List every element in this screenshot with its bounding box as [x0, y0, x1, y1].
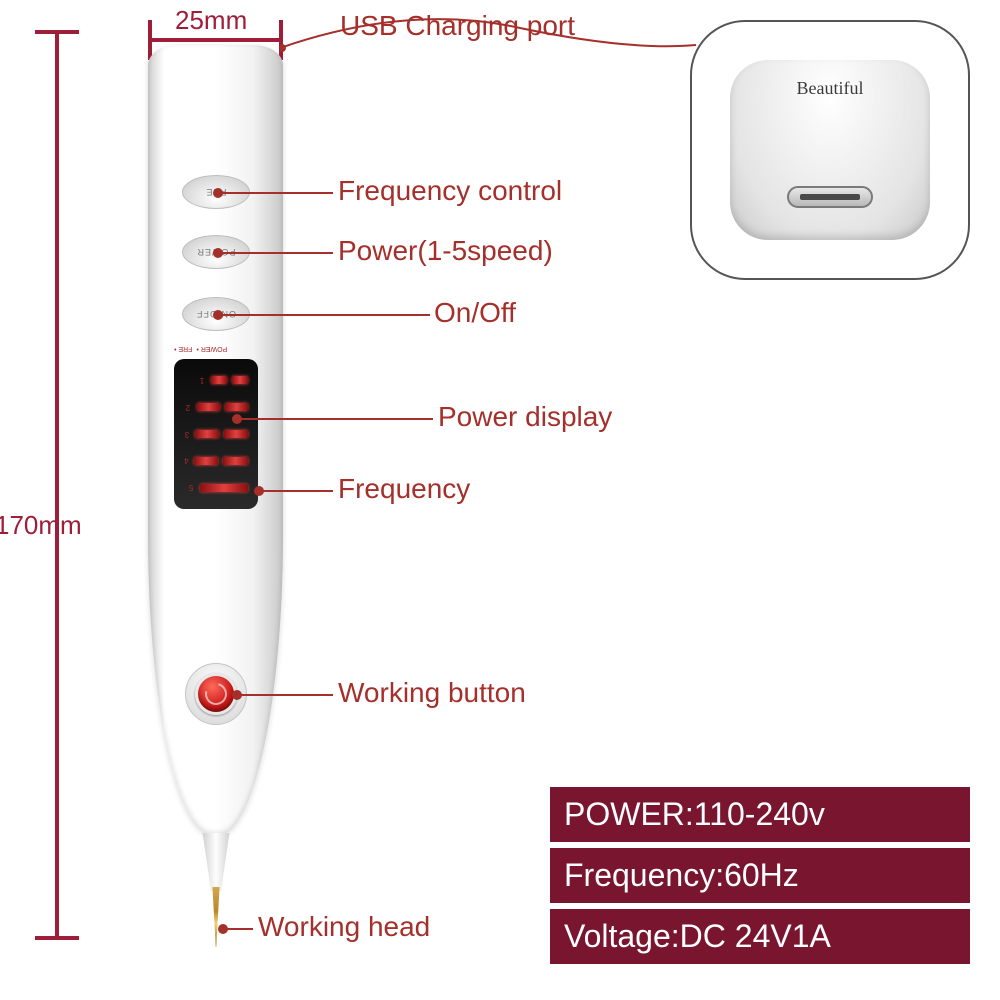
power-led-bar	[224, 430, 248, 438]
display-row: 2	[184, 400, 248, 414]
fre-led-bar	[197, 403, 220, 411]
power-led-bar	[232, 376, 248, 384]
display-row: 3	[184, 427, 248, 441]
frequency-label: Frequency	[338, 473, 470, 505]
height-dimension-label: 170mm	[0, 510, 82, 541]
height-dimension-line	[55, 30, 59, 940]
pen-needle	[210, 887, 222, 947]
spec-power: POWER:110-240v	[550, 787, 970, 842]
display-small-labels: POWER • FRE •	[174, 345, 258, 352]
display-label-fre: FRE •	[174, 345, 192, 352]
working-button[interactable]	[195, 673, 237, 715]
usb-inset: Beautiful	[690, 20, 970, 280]
power-led-bar	[225, 403, 248, 411]
display-row-number: 1	[198, 376, 206, 385]
display-row: 1	[184, 373, 248, 387]
frequency-leader	[259, 490, 333, 492]
power_display-leader	[237, 418, 433, 420]
usb-port-icon	[787, 186, 873, 208]
pen-device: FRE POWER ON/OFF 12345 POWER • FRE •	[148, 45, 283, 945]
freq_control-leader	[218, 192, 333, 194]
display-row-number: 5	[187, 483, 195, 492]
display-row: 5	[184, 481, 248, 495]
spec-voltage: Voltage:DC 24V1A	[550, 909, 970, 964]
width-dimension-line	[148, 38, 283, 42]
on_off-leader	[218, 314, 430, 316]
spec-frequency: Frequency:60Hz	[550, 848, 970, 903]
fre-led-bar	[211, 376, 227, 384]
usb_port-label: USB Charging port	[340, 10, 575, 42]
display-row-number: 2	[184, 403, 192, 412]
power-led-bar	[223, 457, 248, 465]
power-led-bar	[200, 484, 248, 492]
fre-led-bar	[194, 457, 219, 465]
working_button-label: Working button	[338, 677, 526, 709]
power_speed-leader	[218, 252, 333, 254]
power_display-label: Power display	[438, 401, 612, 433]
brand-label: Beautiful	[730, 78, 930, 99]
fre-led-bar	[195, 430, 219, 438]
display-row-number: 3	[184, 430, 190, 439]
display-label-power: POWER •	[196, 345, 227, 352]
width-dimension-label: 25mm	[175, 5, 247, 36]
power_speed-label: Power(1-5speed)	[338, 235, 553, 267]
working_button-leader	[237, 694, 333, 696]
working_head-label: Working head	[258, 911, 430, 943]
led-display: 1 2 3 4 5	[174, 359, 258, 509]
pen-tip-collar	[195, 833, 237, 891]
display-row-number: 4	[184, 456, 189, 465]
usb-top-view: Beautiful	[730, 60, 930, 240]
display-row: 4	[184, 454, 248, 468]
on_off-label: On/Off	[434, 297, 516, 329]
freq_control-label: Frequency control	[338, 175, 562, 207]
working_head-leader	[223, 928, 253, 930]
